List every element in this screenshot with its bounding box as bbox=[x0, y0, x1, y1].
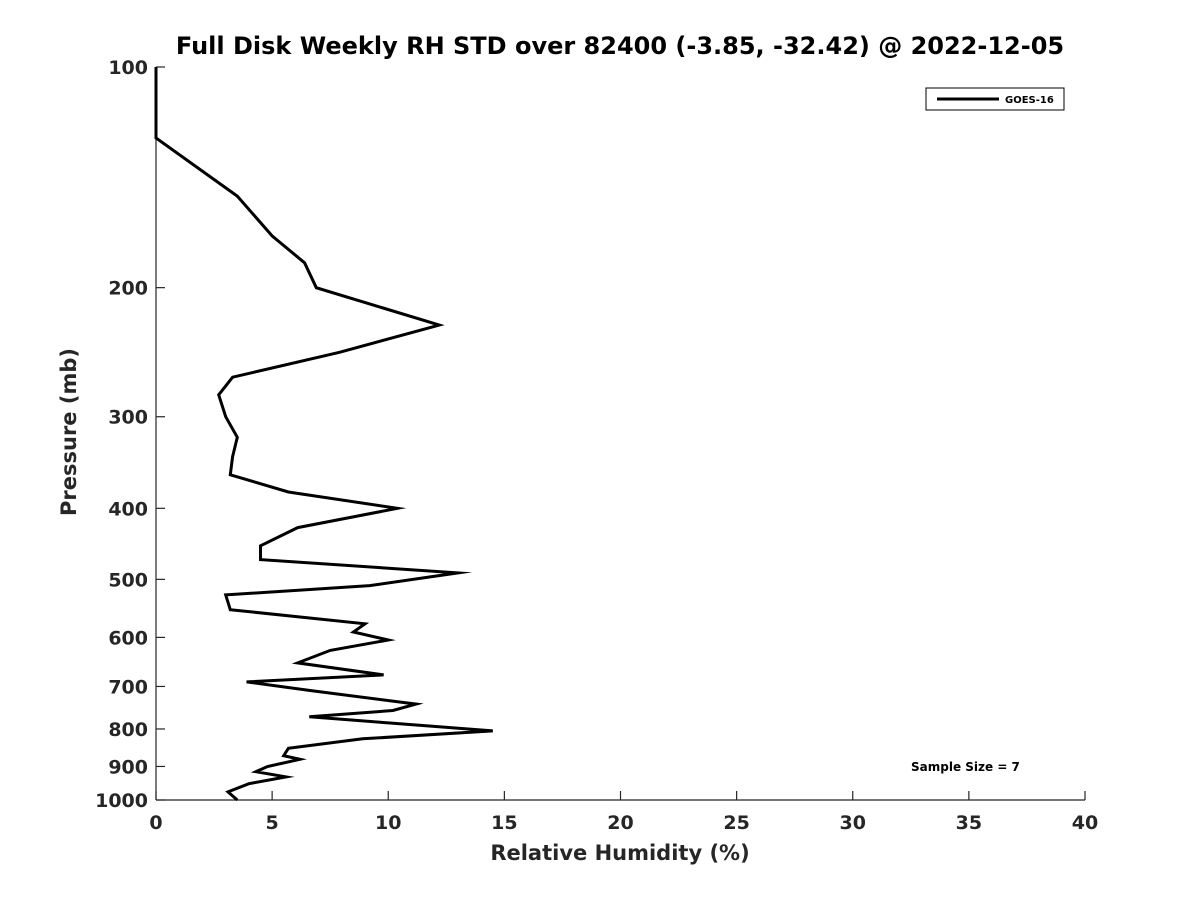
y-tick-label: 700 bbox=[108, 676, 148, 698]
x-tick-label: 15 bbox=[491, 812, 517, 834]
y-tick-label: 500 bbox=[108, 569, 148, 591]
x-tick-label: 30 bbox=[840, 812, 866, 834]
legend-label-goes-16: GOES-16 bbox=[1005, 95, 1054, 106]
y-tick-label: 200 bbox=[108, 278, 148, 300]
y-axis-label: Pressure (mb) bbox=[57, 348, 81, 516]
x-axis-label: Relative Humidity (%) bbox=[490, 841, 749, 865]
legend: GOES-16 bbox=[925, 87, 1065, 111]
y-tick-label: 1000 bbox=[95, 790, 148, 812]
chart-title: Full Disk Weekly RH STD over 82400 (-3.8… bbox=[176, 32, 1064, 60]
y-tick-label: 300 bbox=[108, 407, 148, 429]
sample-size-annotation: Sample Size = 7 bbox=[911, 760, 1020, 774]
y-tick-label: 900 bbox=[108, 756, 148, 778]
x-tick-label: 25 bbox=[723, 812, 749, 834]
x-tick-label: 0 bbox=[149, 812, 162, 834]
y-tick-label: 400 bbox=[108, 498, 148, 520]
x-tick-label: 40 bbox=[1072, 812, 1098, 834]
x-tick-label: 20 bbox=[607, 812, 633, 834]
series-line-goes-16 bbox=[154, 67, 493, 802]
series-group bbox=[154, 67, 493, 802]
axes: 0 5 10 15 20 25 30 35 40 100 200 300 400 500 600 700 800… bbox=[95, 57, 1098, 834]
x-tick-label: 35 bbox=[956, 812, 982, 834]
y-tick-label: 800 bbox=[108, 719, 148, 741]
y-tick-label: 100 bbox=[108, 57, 148, 79]
x-tick-label: 10 bbox=[375, 812, 401, 834]
x-tick-label: 5 bbox=[266, 812, 279, 834]
y-tick-label: 600 bbox=[108, 627, 148, 649]
